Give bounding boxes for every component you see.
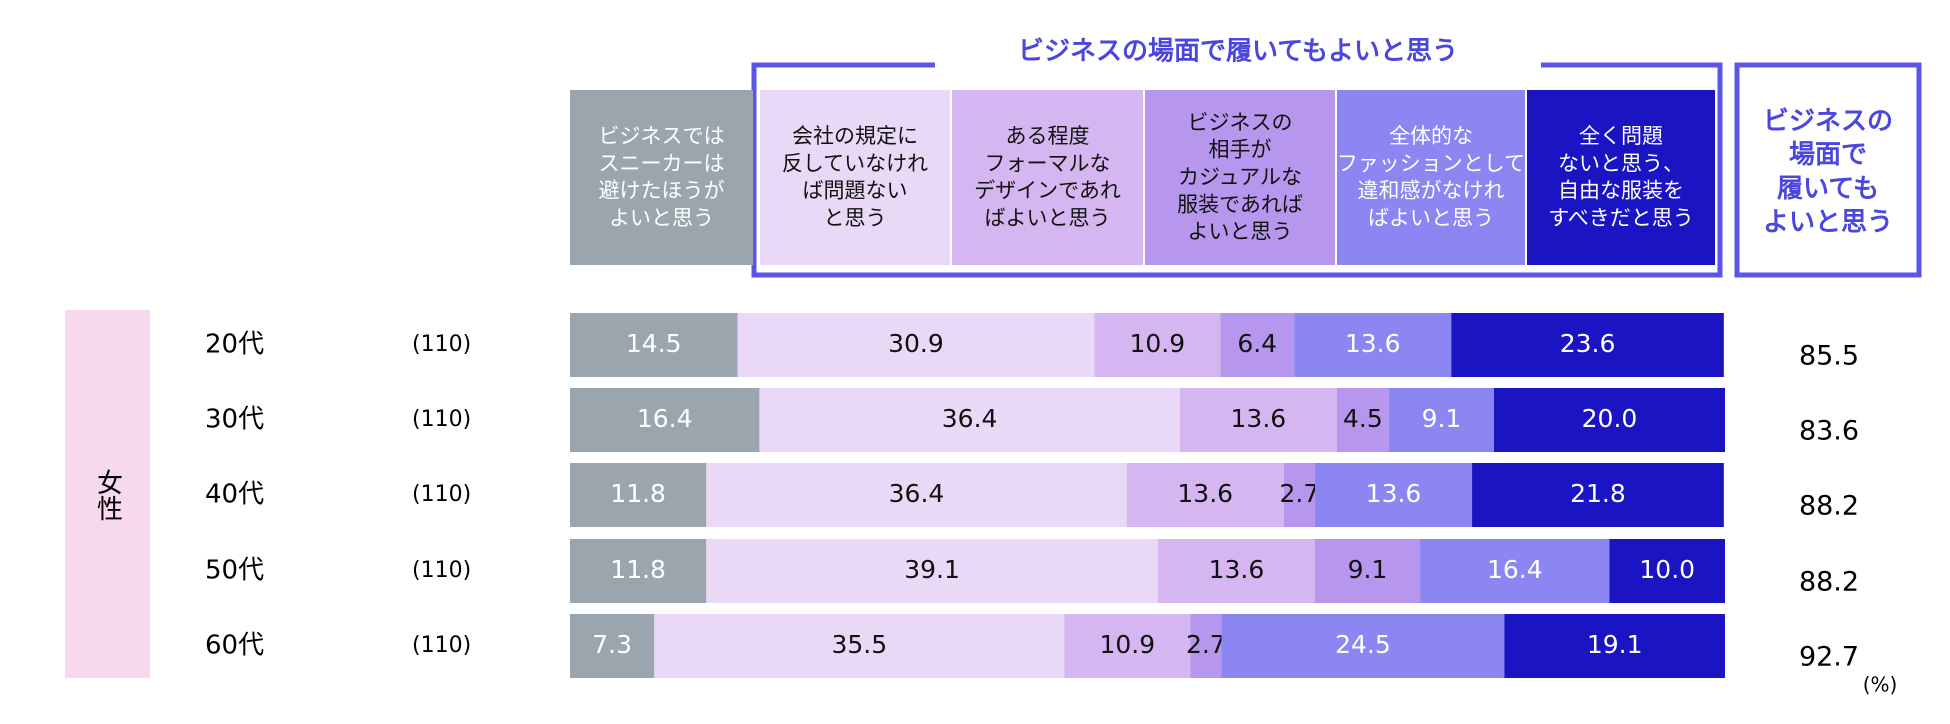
value-label: 10.9 bbox=[1129, 329, 1185, 358]
bar-segment bbox=[1451, 313, 1724, 377]
bar-segment bbox=[706, 539, 1158, 603]
bar-segment bbox=[706, 463, 1127, 527]
value-label: 4.5 bbox=[1343, 404, 1383, 433]
sample-size: (110) bbox=[412, 558, 471, 583]
header-cell bbox=[1527, 90, 1715, 265]
bracket-title: ビジネスの場面で履いてもよいと思う bbox=[1018, 37, 1458, 67]
value-label: 13.6 bbox=[1345, 329, 1401, 358]
value-label: 11.8 bbox=[610, 555, 666, 584]
bar-segment bbox=[654, 614, 1065, 678]
bar-segment bbox=[1420, 539, 1610, 603]
category-label: 20代 bbox=[205, 330, 264, 360]
total-label: 88.2 bbox=[1799, 491, 1859, 522]
value-label: 14.5 bbox=[626, 329, 682, 358]
bar-segment bbox=[1094, 313, 1221, 377]
unit-label: (%) bbox=[1863, 673, 1898, 697]
bar-segment bbox=[1336, 388, 1389, 452]
legend-label: 全く問題ないと思う、自由な服装をすべきだと思う bbox=[1548, 124, 1694, 230]
value-label: 13.6 bbox=[1177, 479, 1233, 508]
bar-segment bbox=[759, 388, 1180, 452]
total-label: 88.2 bbox=[1799, 567, 1859, 598]
value-label: 36.4 bbox=[942, 404, 998, 433]
bar-segment bbox=[1179, 388, 1337, 452]
value-label: 16.4 bbox=[1487, 555, 1543, 584]
bar-segment bbox=[570, 463, 707, 527]
totals-box bbox=[1734, 62, 1922, 278]
value-label: 6.4 bbox=[1237, 329, 1277, 358]
bar-segment bbox=[737, 313, 1095, 377]
bar-segment bbox=[1609, 539, 1725, 603]
sample-size: (110) bbox=[412, 332, 471, 357]
value-label: 2.7 bbox=[1279, 479, 1319, 508]
legend-label: ビジネスの相手がカジュアルな服装であればよいと思う bbox=[1177, 110, 1303, 243]
bar-segment bbox=[1294, 313, 1452, 377]
bar-segment bbox=[1220, 313, 1295, 377]
value-label: 21.8 bbox=[1570, 479, 1626, 508]
value-label: 9.1 bbox=[1422, 404, 1462, 433]
bar-segment bbox=[1064, 614, 1191, 678]
bar-segment bbox=[1126, 463, 1284, 527]
group-box bbox=[65, 310, 150, 678]
bracket-gap bbox=[935, 40, 1541, 80]
header-cell bbox=[1145, 90, 1335, 265]
group-label: 女性 bbox=[93, 469, 123, 521]
bar-segment bbox=[570, 313, 738, 377]
bar-segment bbox=[570, 388, 760, 452]
value-label: 10.9 bbox=[1099, 630, 1155, 659]
sample-size: (110) bbox=[412, 482, 471, 507]
total-label: 92.7 bbox=[1799, 642, 1859, 673]
value-label: 13.6 bbox=[1366, 479, 1422, 508]
category-label: 30代 bbox=[205, 405, 264, 435]
value-label: 30.9 bbox=[888, 329, 944, 358]
value-label: 11.8 bbox=[610, 479, 666, 508]
value-label: 16.4 bbox=[637, 404, 693, 433]
bar-segment bbox=[1388, 388, 1494, 452]
category-label: 40代 bbox=[205, 480, 264, 510]
header-cell bbox=[570, 90, 753, 265]
value-label: 13.6 bbox=[1209, 555, 1265, 584]
value-label: 35.5 bbox=[831, 630, 887, 659]
value-label: 36.4 bbox=[889, 479, 945, 508]
value-label: 20.0 bbox=[1582, 404, 1638, 433]
sample-size: (110) bbox=[412, 407, 471, 432]
bar-segment bbox=[1283, 463, 1315, 527]
bar-segment bbox=[1314, 539, 1421, 603]
header-cell bbox=[1337, 90, 1525, 265]
value-label: 13.6 bbox=[1231, 404, 1287, 433]
bar-segment bbox=[1157, 539, 1315, 603]
value-label: 10.0 bbox=[1639, 555, 1695, 584]
totals-header: ビジネスの場面で履いてもよいと思う bbox=[1763, 106, 1893, 237]
bar-segment bbox=[1494, 388, 1725, 452]
legend-label: ある程度フォーマルなデザインであればよいと思う bbox=[974, 124, 1121, 230]
bar-segment bbox=[1221, 614, 1505, 678]
bar-segment bbox=[1472, 463, 1724, 527]
bar-segment bbox=[570, 539, 707, 603]
bar-segment bbox=[1314, 463, 1473, 527]
sample-size: (110) bbox=[412, 633, 471, 658]
value-label: 19.1 bbox=[1587, 630, 1643, 659]
legend-label: 全体的なファッションとして違和感がなければよいと思う bbox=[1337, 124, 1525, 230]
bar-segment bbox=[1190, 614, 1222, 678]
bar-segment bbox=[570, 614, 655, 678]
value-label: 9.1 bbox=[1348, 555, 1388, 584]
category-label: 50代 bbox=[205, 556, 264, 586]
bar-segment bbox=[1504, 614, 1725, 678]
value-label: 24.5 bbox=[1335, 630, 1391, 659]
value-label: 7.3 bbox=[592, 630, 632, 659]
header-cell bbox=[952, 90, 1143, 265]
value-label: 39.1 bbox=[904, 555, 960, 584]
legend-label: ビジネスではスニーカーは避けたほうがよいと思う bbox=[599, 124, 725, 230]
total-label: 83.6 bbox=[1799, 416, 1859, 447]
value-label: 23.6 bbox=[1560, 329, 1616, 358]
total-label: 85.5 bbox=[1799, 341, 1859, 372]
header-cell bbox=[760, 90, 950, 265]
value-label: 2.7 bbox=[1186, 630, 1226, 659]
category-label: 60代 bbox=[205, 631, 264, 661]
legend-label: 会社の規定に反していなければ問題ないと思う bbox=[782, 124, 928, 230]
